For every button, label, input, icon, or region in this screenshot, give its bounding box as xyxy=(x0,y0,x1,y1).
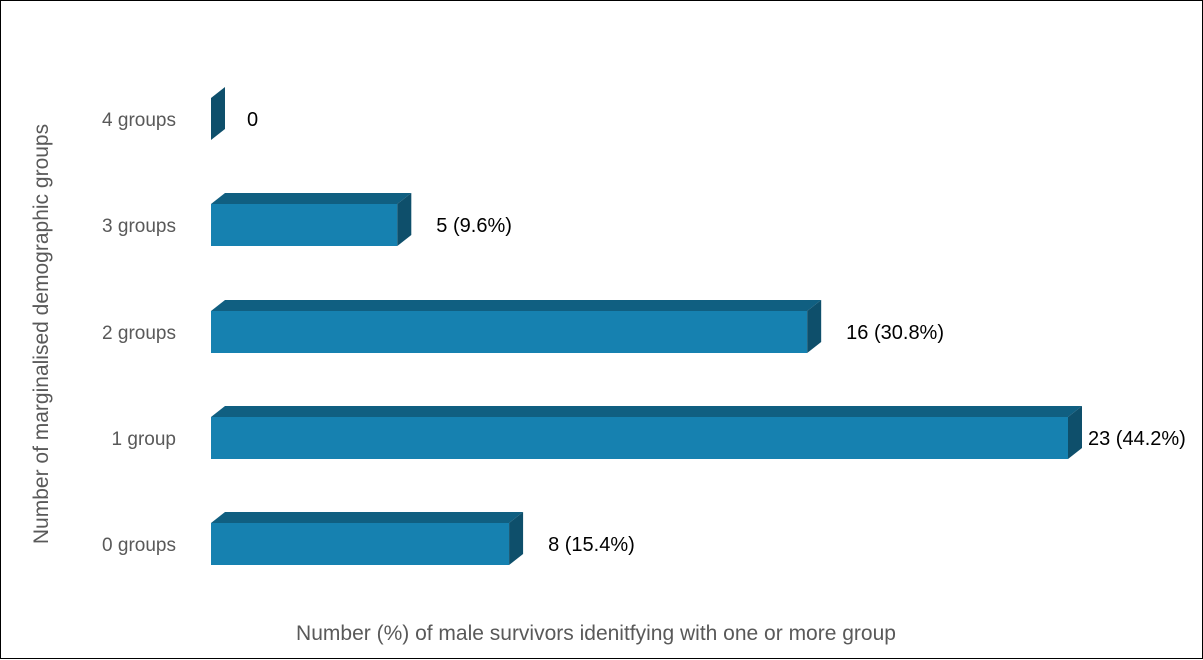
data-labels: 8 (15.4%) 23 (44.2%) 16 (30.8%) 5 (9.6%) 0 xyxy=(247,109,1186,556)
category-tick-labels: 0 groups 1 group 2 groups 3 groups 4 groups xyxy=(102,110,176,556)
bar-2 xyxy=(211,300,822,353)
bar-1 xyxy=(211,406,1082,459)
category-tick-label: 0 groups xyxy=(102,535,176,556)
bar-3 xyxy=(211,193,412,246)
data-label: 23 (44.2%) xyxy=(1088,428,1186,450)
bar-top-face xyxy=(211,406,1082,417)
bar-front-face xyxy=(211,417,1068,459)
bar-side-face xyxy=(211,87,225,140)
data-label: 5 (9.6%) xyxy=(436,215,512,237)
x-axis-title: Number (%) of male survivors idenitfying… xyxy=(296,622,896,645)
bar-side-face xyxy=(1068,406,1082,459)
bar-top-face xyxy=(211,193,412,204)
bar-4 xyxy=(211,87,225,140)
bar-top-face xyxy=(211,300,822,311)
bar-side-face xyxy=(509,512,524,565)
data-label: 16 (30.8%) xyxy=(846,322,944,344)
bars-group xyxy=(211,87,1082,565)
y-axis-title: Number of marginalised demographic group… xyxy=(30,124,53,544)
bar-front-face xyxy=(211,311,808,353)
category-tick-label: 4 groups xyxy=(102,110,176,131)
data-label: 8 (15.4%) xyxy=(548,534,635,556)
category-tick-label: 2 groups xyxy=(102,323,176,344)
bar-front-face xyxy=(211,523,510,565)
category-tick-label: 3 groups xyxy=(102,216,176,237)
bar-front-face xyxy=(211,204,398,246)
bar-top-face xyxy=(211,512,524,523)
bar-side-face xyxy=(397,193,412,246)
data-label: 0 xyxy=(247,109,258,131)
bar-side-face xyxy=(807,300,822,353)
category-tick-label: 1 group xyxy=(112,429,176,450)
bar-0 xyxy=(211,512,524,565)
